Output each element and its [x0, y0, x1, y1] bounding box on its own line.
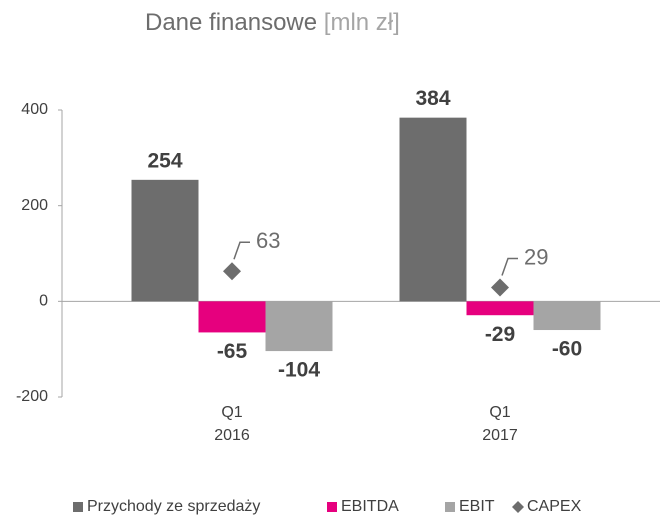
legend-swatch: [445, 502, 455, 512]
capex-marker: [223, 262, 241, 281]
data-label: 254: [147, 149, 182, 172]
x-tick-label: 2017: [482, 427, 518, 444]
bar: [466, 301, 534, 316]
y-tick-label: 400: [21, 101, 48, 118]
y-tick-label: 0: [39, 293, 48, 310]
legend-marker: [512, 501, 524, 513]
title-unit: [mln zł]: [324, 9, 400, 36]
data-label: 63: [256, 228, 280, 253]
data-label: -29: [485, 323, 515, 346]
data-label: -65: [217, 340, 248, 363]
x-tick-label: Q1: [221, 404, 242, 421]
y-tick-label: 200: [21, 197, 48, 214]
bar: [131, 179, 199, 302]
legend-label: EBIT: [459, 498, 495, 515]
bar: [533, 301, 601, 331]
x-tick-label: Q1: [489, 404, 510, 421]
legend-swatch: [73, 502, 83, 512]
bar: [198, 301, 266, 333]
legend-swatch: [327, 502, 337, 512]
legend-label: EBITDA: [341, 498, 399, 515]
bar: [265, 301, 333, 352]
data-label: -60: [552, 338, 582, 361]
leader-line: [501, 257, 518, 276]
bar: [399, 117, 467, 302]
capex-marker: [491, 278, 509, 297]
title-main: Dane finansowe: [145, 9, 317, 36]
data-label: 384: [415, 87, 450, 110]
leader-line: [233, 241, 250, 260]
legend-label: CAPEX: [527, 498, 582, 515]
x-tick-label: 2016: [214, 427, 250, 444]
legend-label: Przychody ze sprzedaży: [87, 498, 260, 515]
y-tick-label: -200: [16, 388, 48, 405]
chart-title: Dane finansowe [mln zł]: [145, 9, 400, 36]
data-label: 29: [524, 244, 548, 269]
data-label: -104: [278, 359, 320, 382]
